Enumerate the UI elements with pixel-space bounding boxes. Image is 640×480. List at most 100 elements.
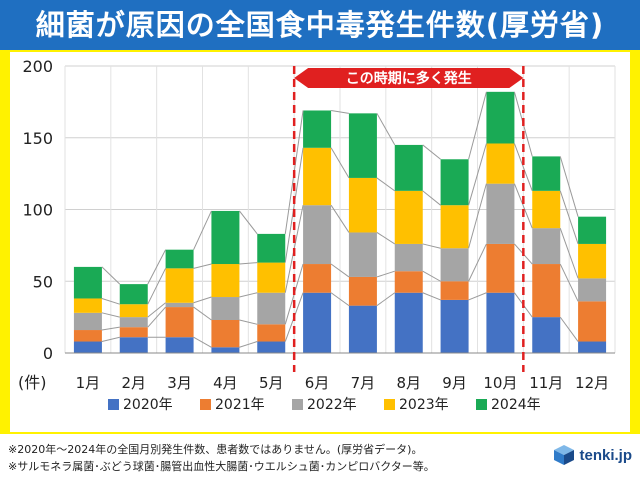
bar-segment [348,276,377,306]
bar-segment [394,190,423,244]
x-tick-label: 6月 [305,374,330,392]
footnote-panel: ※2020年～2024年の全国月別発生件数、患者数ではありません。(厚労省データ… [0,434,640,480]
series-connector [513,183,533,229]
series-connector [147,306,166,328]
bar-segment [578,301,607,342]
series-connector [559,263,579,302]
x-tick-label: 9月 [442,374,467,392]
series-connector [239,292,258,298]
bar-segment [73,312,102,331]
bar-segment [394,144,423,191]
series-connector [239,262,258,265]
series-connector [101,326,120,331]
bar-segment [211,264,240,298]
bar-segment [578,278,607,302]
bar-segment [73,341,102,353]
bar-segment [440,159,469,206]
bar-segment [440,205,469,249]
series-connector [101,312,120,318]
legend-label: 2024年 [491,397,541,413]
series-connector [422,144,441,160]
legend-swatch [384,399,395,410]
bar-segment [578,341,607,353]
series-connector [239,319,258,325]
bar-segment [440,299,469,353]
bar-segment [257,262,286,293]
cube-logo-icon [554,445,575,465]
y-axis-label: (件) [18,373,47,392]
x-tick-label: 11月 [529,374,563,392]
series-connector [284,147,304,263]
bar-segment [303,205,332,265]
bar-segment [348,177,377,233]
chart-title: 細菌が原因の全国食中毒発生件数(厚労省) [35,8,605,42]
x-tick-label: 7月 [351,374,376,392]
series-connector [193,210,212,250]
bar-segment [394,243,423,272]
y-tick-label: 50 [33,272,53,291]
series-connector [101,266,121,285]
series-connector [559,227,579,279]
x-tick-label: 5月 [259,374,284,392]
bar-segment [348,232,377,277]
x-tick-label: 12月 [575,374,609,392]
x-tick-label: 8月 [396,374,421,392]
series-connector [422,270,441,282]
y-tick-label: 100 [22,201,53,220]
bar-segment [532,156,561,191]
series-connector [147,268,167,305]
series-connector [101,336,120,343]
series-connector [376,177,396,192]
series-connector [193,296,212,304]
bar-segment [165,302,194,308]
legend-swatch [476,399,487,410]
legend-swatch [108,399,119,410]
series-connector [559,316,579,342]
tenki-logo: tenki.jp [553,444,632,466]
bar-segment [211,210,240,265]
bar-segment [394,292,423,353]
series-connector [422,292,441,301]
bar-segment [532,228,561,265]
bar-segment [73,266,102,299]
plot-area: 0 50 100 150 200 1月 2月 3月 4月 5月 6月 7月 8月 9月 10月 11月 12月 (… [10,52,630,432]
series-connector [147,302,166,318]
footnote-2: ※サルモネラ属菌･ぶどう球菌･腸管出血性大腸菌･ウエルシュ菌･カンピロバクター等… [8,460,435,473]
bar-segment [486,292,515,353]
series-connector [330,147,350,179]
bar-segment [303,292,332,353]
bar-segment [211,347,240,353]
bar-segment [73,330,102,342]
bar-segment [394,271,423,293]
bar-segment [348,305,377,353]
bar-segment [257,233,286,263]
x-tick-label: 1月 [76,374,101,392]
bar-segment [119,337,148,353]
bar-segment [532,190,561,229]
bar-segment [578,216,607,244]
bar-segment [257,324,286,342]
legend-swatch [200,399,211,410]
series-connector [468,292,487,301]
bar-segment [303,264,332,293]
bar-segment [211,297,240,320]
bar-segment [486,243,515,293]
x-tick-label: 2月 [121,374,146,392]
series-connector [376,292,396,307]
y-tick-label: 0 [43,344,53,363]
chart-svg: 0 50 100 150 200 1月 2月 3月 4月 5月 6月 7月 8月 9月 10月 11月 12月 (… [18,57,616,413]
series-connector [239,210,258,235]
logo-text: tenki.jp [579,446,632,464]
series-connector [376,113,396,146]
series-connector [193,263,212,269]
legend-label: 2020年 [123,397,173,413]
series-connector [468,143,487,206]
bar-segment [165,249,194,269]
bar-segment [348,113,377,178]
series-connector [101,297,120,305]
legend-label: 2021年 [215,397,265,413]
series-connector [376,270,395,278]
series-connector [468,183,487,249]
series-connector [376,232,396,245]
bar-segment [486,91,515,144]
